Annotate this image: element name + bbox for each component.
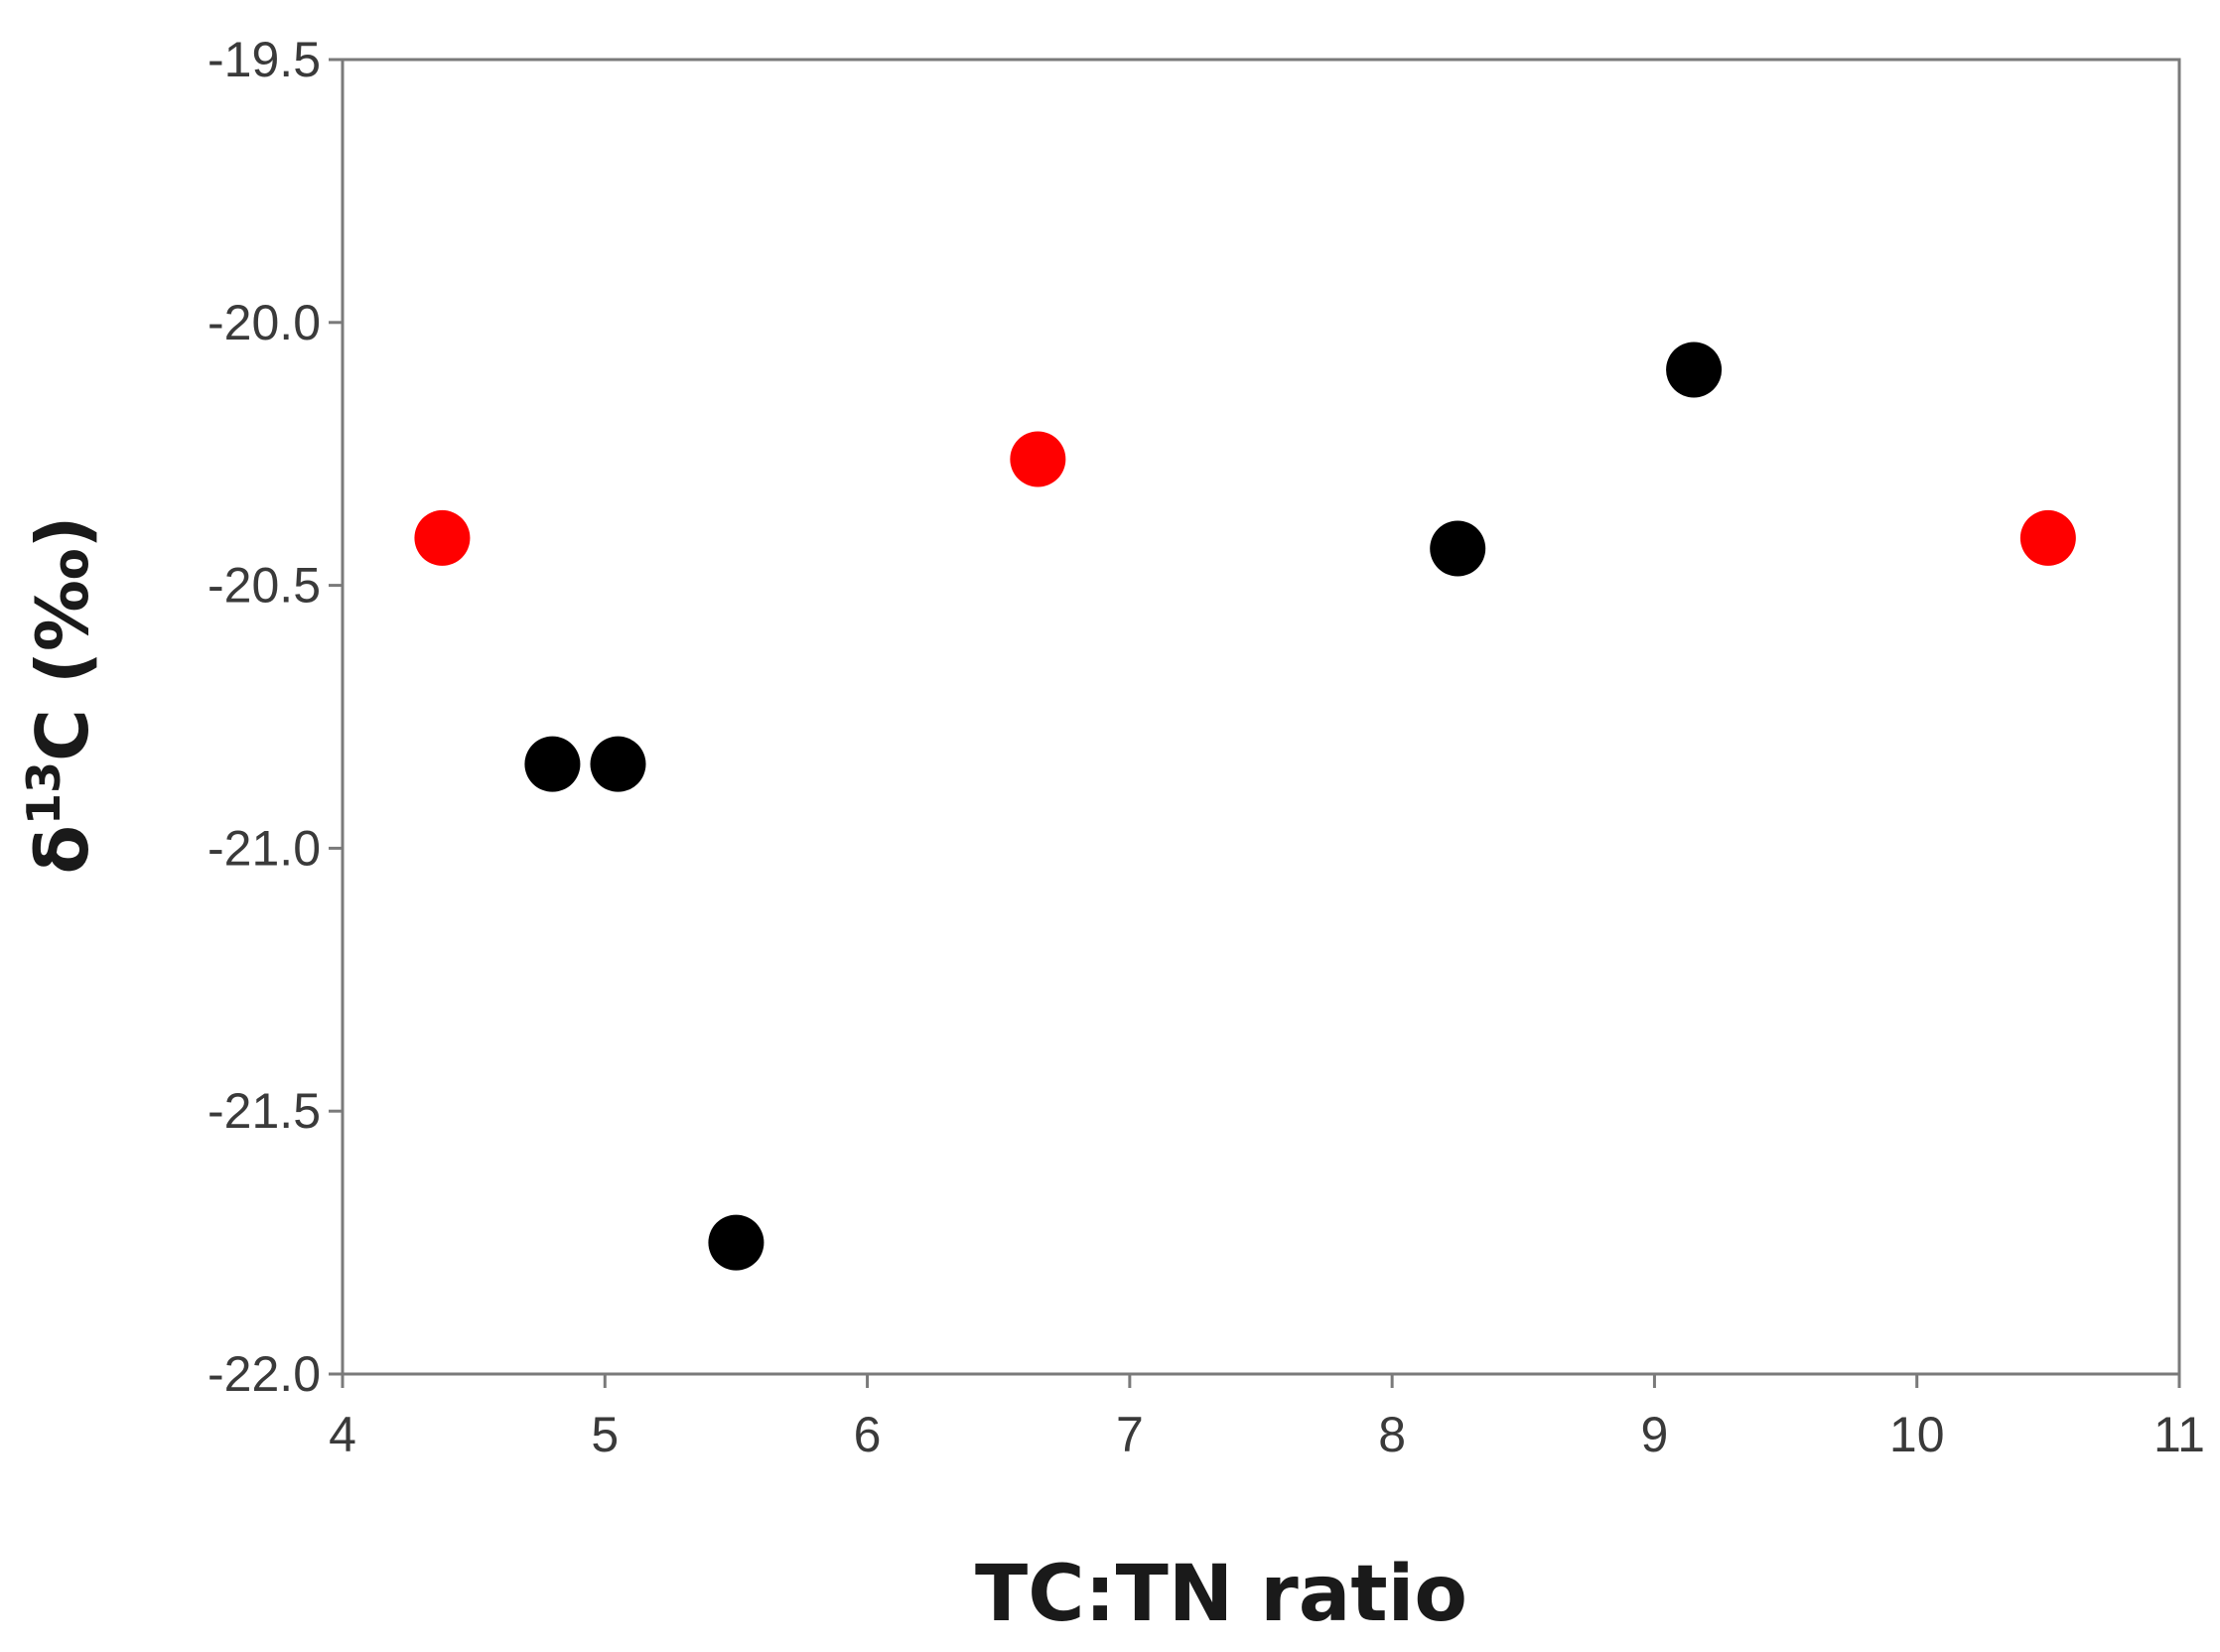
x-tick-label: 10 [1889, 1407, 1945, 1462]
x-axis-ticks: 4 5 6 7 8 9 10 11 [329, 1374, 2205, 1462]
y-axis-title-suffix: C (‰) [21, 516, 104, 761]
y-axis-title-prefix: δ [21, 825, 104, 874]
data-point [414, 509, 471, 566]
data-point [2019, 509, 2076, 566]
data-point [1010, 431, 1066, 487]
y-tick-label: -20.5 [208, 558, 321, 614]
x-tick-label: 6 [854, 1407, 882, 1462]
x-tick-label: 9 [1641, 1407, 1669, 1462]
data-points [414, 342, 2076, 1271]
data-point [590, 736, 646, 792]
x-tick-label: 5 [591, 1407, 619, 1462]
x-tick-label: 7 [1116, 1407, 1144, 1462]
y-axis-ticks: -19.5 -20.0 -20.5 -21.0 -21.5 -22.0 [208, 32, 343, 1402]
y-tick-label: -21.0 [208, 820, 321, 876]
x-axis-title: TC:TN ratio [975, 1550, 1467, 1639]
y-axis-title-superscript: 13 [17, 761, 70, 825]
y-tick-label: -22.0 [208, 1346, 321, 1402]
y-axis-title: δ13C (‰) [17, 516, 104, 875]
data-point [524, 736, 581, 792]
y-tick-label: -20.0 [208, 295, 321, 350]
x-tick-label: 4 [329, 1407, 356, 1462]
y-tick-label: -21.5 [208, 1083, 321, 1139]
data-point [708, 1214, 764, 1271]
data-point [1430, 520, 1486, 577]
x-tick-label: 11 [2153, 1407, 2205, 1462]
plot-area [341, 58, 2181, 1376]
data-point [1666, 342, 1723, 398]
y-tick-label: -19.5 [208, 32, 321, 87]
x-tick-label: 8 [1378, 1407, 1406, 1462]
